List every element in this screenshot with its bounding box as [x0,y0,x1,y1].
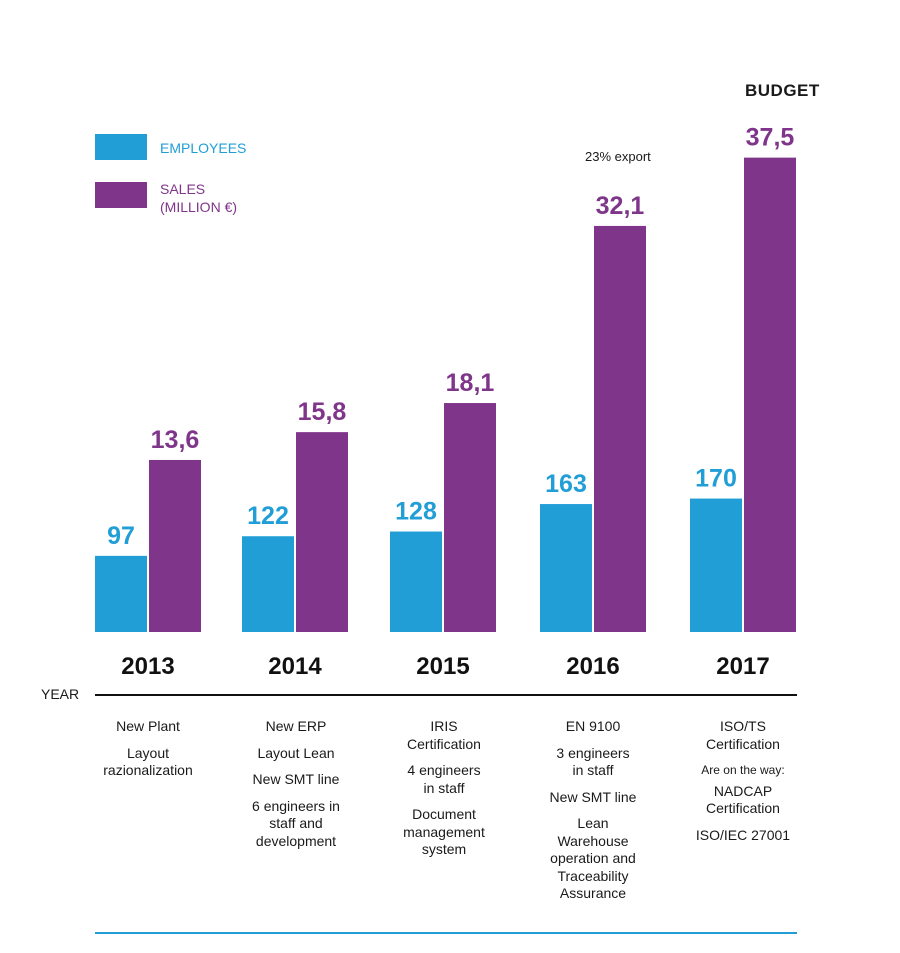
x-tick-label-2013: 2013 [121,653,174,680]
bar-employees-2017 [690,498,742,632]
milestone-item: IRIS Certification [407,718,481,752]
bar-employees-2013 [95,555,147,632]
milestone-item: Are on the way: [701,763,785,777]
milestone-item: New Plant [116,718,180,734]
bar-sales-2017 [744,157,796,632]
bar-sales-2013 [149,459,201,632]
milestone-item: New SMT line [549,788,637,805]
data-label-employees-2016: 163 [545,470,587,498]
data-label-employees-2014: 122 [247,502,289,530]
bar-sales-2014 [296,432,348,632]
data-label-sales-2017: 37,5 [746,124,795,152]
bar-employees-2016 [540,504,592,632]
milestone-item: ISO/TS Certification [706,718,780,752]
x-tick-label-2015: 2015 [416,653,469,680]
x-tick-label-2014: 2014 [268,653,322,680]
milestone-item: 4 engineers in staff [407,762,481,796]
milestones-2013: New Plant Layout razionalization [73,718,223,789]
data-label-employees-2013: 97 [107,522,135,550]
x-axis-line [95,694,797,696]
milestone-item: New ERP [265,718,327,734]
milestone-item: Document management system [403,806,485,857]
milestone-item: Lean Warehouse operation and Traceability As… [550,815,636,901]
milestone-item: NADCAP Certification [706,782,780,817]
legend-label-sales-line1: SALES [160,181,206,197]
data-label-sales-2016: 32,1 [596,192,645,220]
milestones-2015: IRIS Certification 4 engineers in staff Docu… [369,718,519,868]
bar-sales-2015 [444,403,496,632]
data-label-employees-2017: 170 [695,465,737,493]
legend-label-sales-line2: (MILLION €) [160,199,238,215]
milestone-item: Layout Lean [257,744,335,761]
bar-chart: 97 13,6 2013 122 15,8 2014 128 18,1 2015 163 32,1 2… [95,124,796,680]
milestones-2017: ISO/TS Certification Are on the way: NADCAP… [668,718,818,853]
x-tick-label-2016: 2016 [566,653,619,680]
milestones-2016: EN 9100 3 engineers in staff New SMT line Le… [518,718,668,912]
data-label-sales-2015: 18,1 [446,369,495,397]
data-label-sales-2014: 15,8 [298,398,347,426]
legend-label-employees: EMPLOYEES [160,140,247,156]
legend-label-sales: SALES (MILLION €) [160,180,237,216]
bar-sales-2016 [594,225,646,632]
legend-swatch-sales [95,182,147,208]
milestone-item: 6 engineers in staff and development [252,797,340,849]
milestone-item: Layout razionalization [103,744,193,779]
milestone-item: 3 engineers in staff [556,744,630,779]
milestone-item: ISO/IEC 27001 [695,826,791,843]
bottom-divider [95,932,797,934]
export-annotation: 23% export [585,149,651,164]
milestone-item: New SMT line [252,771,340,787]
milestones-2014: New ERP Layout Lean New SMT line 6 engineer… [221,718,371,859]
x-tick-label-2017: 2017 [716,653,769,680]
bar-employees-2015 [390,531,442,632]
data-label-employees-2015: 128 [395,498,437,526]
milestone-item: EN 9100 [565,718,621,734]
bar-employees-2014 [242,536,294,632]
year-axis-label: YEAR [41,686,80,702]
budget-label: BUDGET [745,81,820,100]
legend-swatch-employees [95,134,147,160]
data-label-sales-2013: 13,6 [151,426,200,454]
